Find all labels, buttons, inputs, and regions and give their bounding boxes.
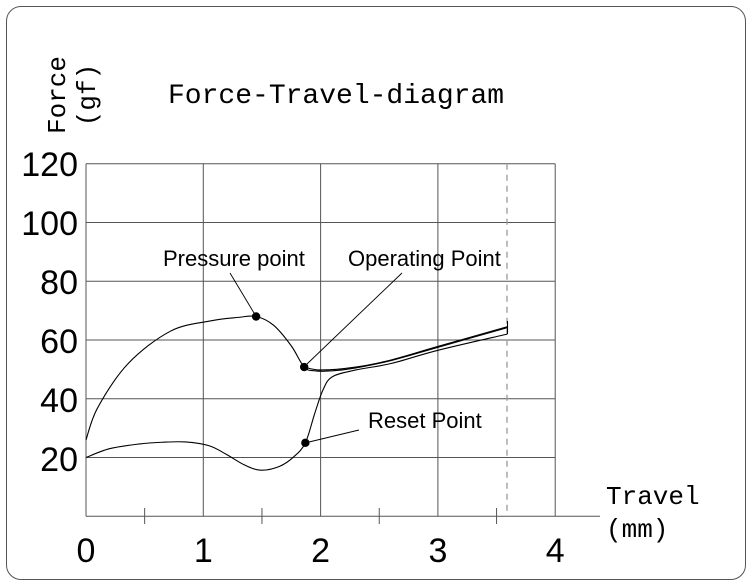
svg-text:Force-Travel-diagram: Force-Travel-diagram [168,81,504,112]
svg-text:0: 0 [77,532,96,570]
svg-text:80: 80 [40,264,78,302]
svg-text:40: 40 [40,382,78,420]
svg-text:3: 3 [428,532,447,570]
svg-text:4: 4 [546,532,565,570]
svg-text:(mm): (mm) [606,515,668,545]
svg-text:120: 120 [21,146,78,184]
svg-text:1: 1 [194,532,213,570]
svg-text:100: 100 [21,205,78,243]
svg-text:(gf): (gf) [73,64,103,126]
svg-text:Operating Point: Operating Point [348,246,501,271]
svg-text:Pressure point: Pressure point [163,246,305,271]
svg-text:20: 20 [40,441,78,479]
svg-text:2: 2 [311,532,330,570]
svg-text:60: 60 [40,323,78,361]
svg-text:Force: Force [43,56,73,134]
svg-text:Reset Point: Reset Point [368,408,482,433]
svg-text:Travel: Travel [606,482,700,512]
